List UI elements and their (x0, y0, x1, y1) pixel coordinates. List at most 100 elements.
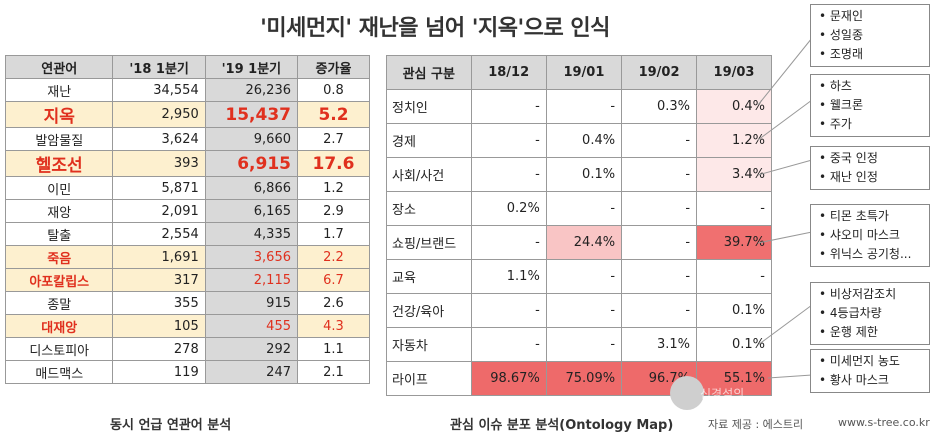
table-row: 매드맥스 119 247 2.1 (4, 360, 370, 384)
value-cell: 0.3% (621, 89, 698, 124)
connector-line (757, 304, 813, 346)
watermark-avatar (670, 376, 704, 410)
q19-cell: 6,165 (204, 199, 299, 223)
callout-item: • 문재인 (819, 9, 864, 23)
table-row: 탈출 2,554 4,335 1.7 (4, 222, 370, 246)
value-cell: - (545, 293, 623, 328)
q18-cell: 317 (112, 268, 206, 292)
table-row: 재앙 2,091 6,165 2.9 (4, 199, 370, 223)
value-cell: - (621, 293, 698, 328)
value-cell: - (696, 259, 772, 294)
page-title: '미세먼지' 재난을 넘어 '지옥'으로 인식 (260, 16, 610, 41)
q18-cell: 5,871 (112, 176, 206, 200)
value-cell: 3.1% (621, 327, 698, 362)
inc-cell: 4.3 (297, 314, 370, 338)
inc-cell: 1.1 (297, 337, 370, 361)
q19-cell: 6,866 (204, 176, 299, 200)
value-cell: - (621, 191, 698, 226)
category-cell: 정치인 (386, 89, 472, 124)
table-row: 대재앙 105 455 4.3 (4, 314, 370, 338)
callout-item: • 비상저감조치 (819, 287, 897, 301)
caption-right: 관심 이슈 분포 분석(Ontology Map) (450, 418, 674, 433)
source-credit: 자료 제공 : 에스트리 (708, 418, 804, 431)
connector-line (757, 159, 813, 176)
header-increase: 증가율 (297, 55, 370, 79)
q19-cell: 15,437 (204, 101, 299, 128)
table-row: 자동차 - -3.1% 0.1% (386, 327, 772, 362)
table-header-row: 연관어 '18 1분기 '19 1분기 증가율 (4, 55, 370, 79)
q19-cell: 455 (204, 314, 299, 338)
table-row: 아포칼립스 317 2,115 6.7 (4, 268, 370, 292)
category-cell: 쇼핑/브랜드 (386, 225, 472, 260)
table-row: 건강/육아 - - -0.1% (386, 293, 772, 328)
inc-cell: 17.6 (297, 150, 370, 177)
value-cell: - (470, 123, 547, 158)
q19-cell: 9,660 (204, 127, 299, 151)
category-cell: 경제 (386, 123, 472, 158)
related-words-table: 연관어 '18 1분기 '19 1분기 증가율 재난 34,554 26,236 0.… (4, 55, 370, 384)
callout-item: • 운행 제한 (819, 325, 878, 339)
value-cell: - (470, 89, 547, 124)
q19-cell: 4,335 (204, 222, 299, 246)
header-1903: 19/03 (696, 55, 772, 90)
category-cell: 자동차 (386, 327, 472, 362)
header-q18: '18 1분기 (112, 55, 206, 79)
value-cell: 0.2% (470, 191, 547, 226)
q19-cell: 247 (204, 360, 299, 384)
callout-box: • 중국 인정 • 재난 인정 (810, 146, 930, 190)
q18-cell: 2,554 (112, 222, 206, 246)
callout-item: • 하츠 (819, 79, 852, 93)
watermark-text: 신경석의 (700, 387, 745, 401)
connector-line (767, 374, 813, 379)
table-row: 헬조선 393 6,915 17.6 (4, 150, 370, 177)
category-cell: 라이프 (386, 361, 472, 396)
table-row: 교육 1.1% - - - (386, 259, 772, 294)
table-row: 정치인 - -0.3% 0.4% (386, 89, 772, 124)
q19-cell: 6,915 (204, 150, 299, 177)
q18-cell: 2,950 (112, 101, 206, 128)
callout-item: • 재난 인정 (819, 170, 878, 184)
issue-distribution-table: 관심 구분 18/12 19/01 19/02 19/03 정치인 - -0.3% 0… (386, 55, 772, 396)
callout-item: • 주가 (819, 117, 852, 131)
kw-cell: 탈출 (4, 222, 114, 246)
table-row: 라이프 98.67% 75.09% 96.7% 55.1% (386, 361, 772, 396)
caption-left: 동시 언급 연관어 분석 (110, 418, 232, 433)
value-cell: 55.1% (696, 361, 772, 396)
value-cell: - (621, 157, 698, 192)
table-header-row: 관심 구분 18/12 19/01 19/02 19/03 (386, 55, 772, 90)
value-cell: - (470, 225, 547, 260)
source-website: www.s-tree.co.kr (838, 416, 930, 429)
value-cell: 1.2% (696, 123, 772, 158)
q18-cell: 393 (112, 150, 206, 177)
kw-cell: 재난 (4, 78, 114, 102)
inc-cell: 2.1 (297, 360, 370, 384)
callout-item: • 샤오미 마스크 (819, 228, 900, 242)
kw-cell: 종말 (4, 291, 114, 315)
value-cell: - (621, 259, 698, 294)
q19-cell: 2,115 (204, 268, 299, 292)
callout-item: • 티몬 초특가 (819, 209, 889, 223)
callout-item: • 성일종 (819, 28, 864, 42)
callout-box: • 하츠 • 웰크론 • 주가 (810, 74, 930, 137)
callout-item: • 4등급차량 (819, 306, 882, 320)
kw-cell: 디스토피아 (4, 337, 114, 361)
callout-box: • 미세먼지 농도 • 황사 마스크 (810, 349, 930, 393)
q19-cell: 915 (204, 291, 299, 315)
value-cell: 98.67% (470, 361, 547, 396)
kw-cell: 아포칼립스 (4, 268, 114, 292)
callout-item: • 황사 마스크 (819, 373, 889, 387)
header-category: 관심 구분 (386, 55, 472, 90)
connector-line (757, 37, 813, 106)
value-cell: - (470, 293, 547, 328)
value-cell: - (621, 225, 698, 260)
callout-item: • 웰크론 (819, 98, 864, 112)
kw-cell: 이민 (4, 176, 114, 200)
table-row: 쇼핑/브랜드 -24.4% -39.7% (386, 225, 772, 260)
callout-item: • 위닉스 공기청... (819, 247, 912, 261)
kw-cell: 매드맥스 (4, 360, 114, 384)
inc-cell: 1.7 (297, 222, 370, 246)
q19-cell: 26,236 (204, 78, 299, 102)
category-cell: 교육 (386, 259, 472, 294)
callout-item: • 중국 인정 (819, 151, 878, 165)
